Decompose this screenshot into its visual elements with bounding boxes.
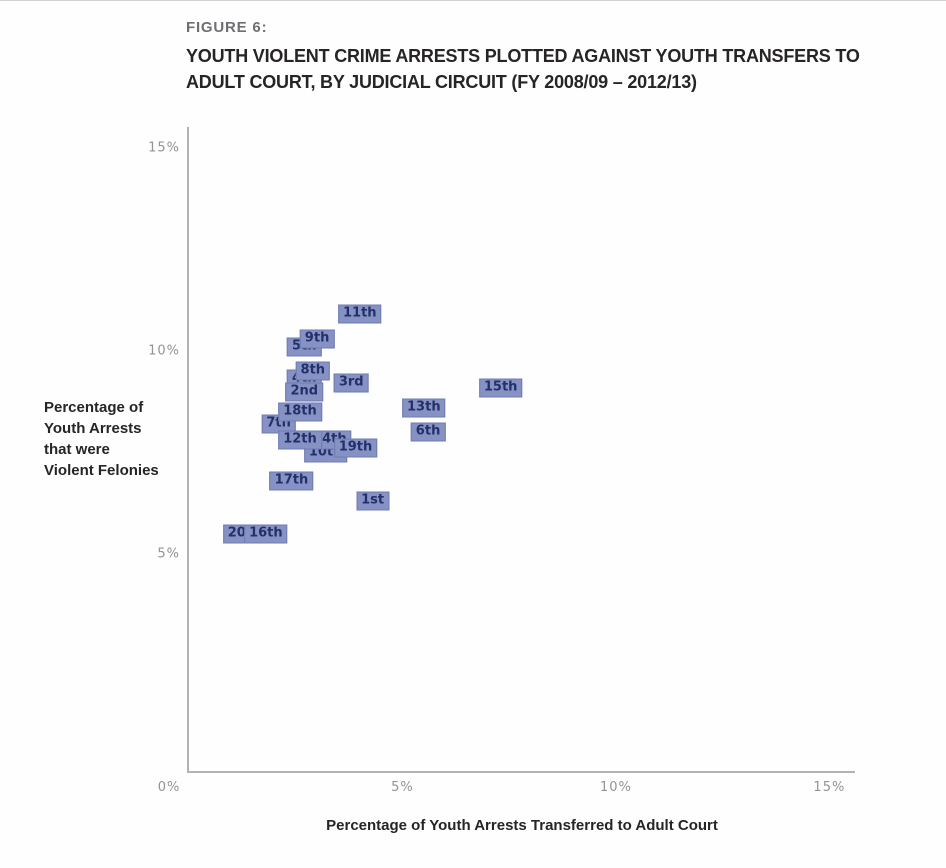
point-15th: 15th	[478, 378, 523, 398]
figure-title-block: FIGURE 6: YOUTH VIOLENT CRIME ARRESTS PL…	[186, 19, 860, 95]
point-13th: 13th	[402, 398, 446, 418]
point-3rd: 3rd	[333, 373, 369, 393]
point-6th: 6th	[410, 422, 446, 442]
x-tick-15%: 15%	[813, 780, 846, 795]
x-axis-title: Percentage of Youth Arrests Transferred …	[326, 817, 718, 834]
x-axis-line	[187, 771, 855, 773]
point-16th: 16th	[244, 524, 288, 544]
point-12th: 12th	[278, 430, 322, 450]
y-tick-15%: 15%	[148, 140, 180, 156]
point-1st: 1st	[356, 491, 390, 511]
y-axis-title: Percentage of Youth Arrests that were Vi…	[44, 399, 159, 479]
point-11th: 11th	[337, 304, 382, 324]
point-2nd: 2nd	[285, 382, 324, 402]
point-17th: 17th	[269, 471, 314, 491]
figure-title-line-1: YOUTH VIOLENT CRIME ARRESTS PLOTTED AGAI…	[186, 46, 860, 66]
point-9th: 9th	[299, 329, 335, 349]
x-tick-10%: 10%	[599, 780, 632, 795]
point-18th: 18th	[278, 402, 322, 422]
point-8th: 8th	[295, 361, 331, 381]
y-tick-10%: 10%	[148, 343, 180, 359]
y-axis-line	[187, 127, 189, 771]
plot-area: Percentage of Youth Arrests Transferred …	[148, 127, 855, 834]
y-tick-5%: 5%	[157, 546, 180, 562]
figure-number-label: FIGURE 6:	[186, 19, 268, 36]
figure-title-line-2: ADULT COURT, BY JUDICIAL CIRCUIT (FY 200…	[186, 72, 697, 92]
x-tick-5%: 5%	[391, 780, 414, 795]
x-tick-0%: 0%	[157, 780, 181, 795]
point-19th: 19th	[333, 438, 378, 458]
